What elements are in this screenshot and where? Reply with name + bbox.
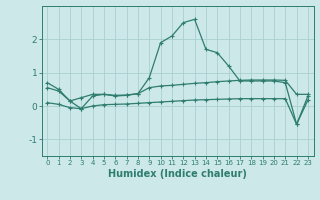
X-axis label: Humidex (Indice chaleur): Humidex (Indice chaleur) <box>108 169 247 179</box>
